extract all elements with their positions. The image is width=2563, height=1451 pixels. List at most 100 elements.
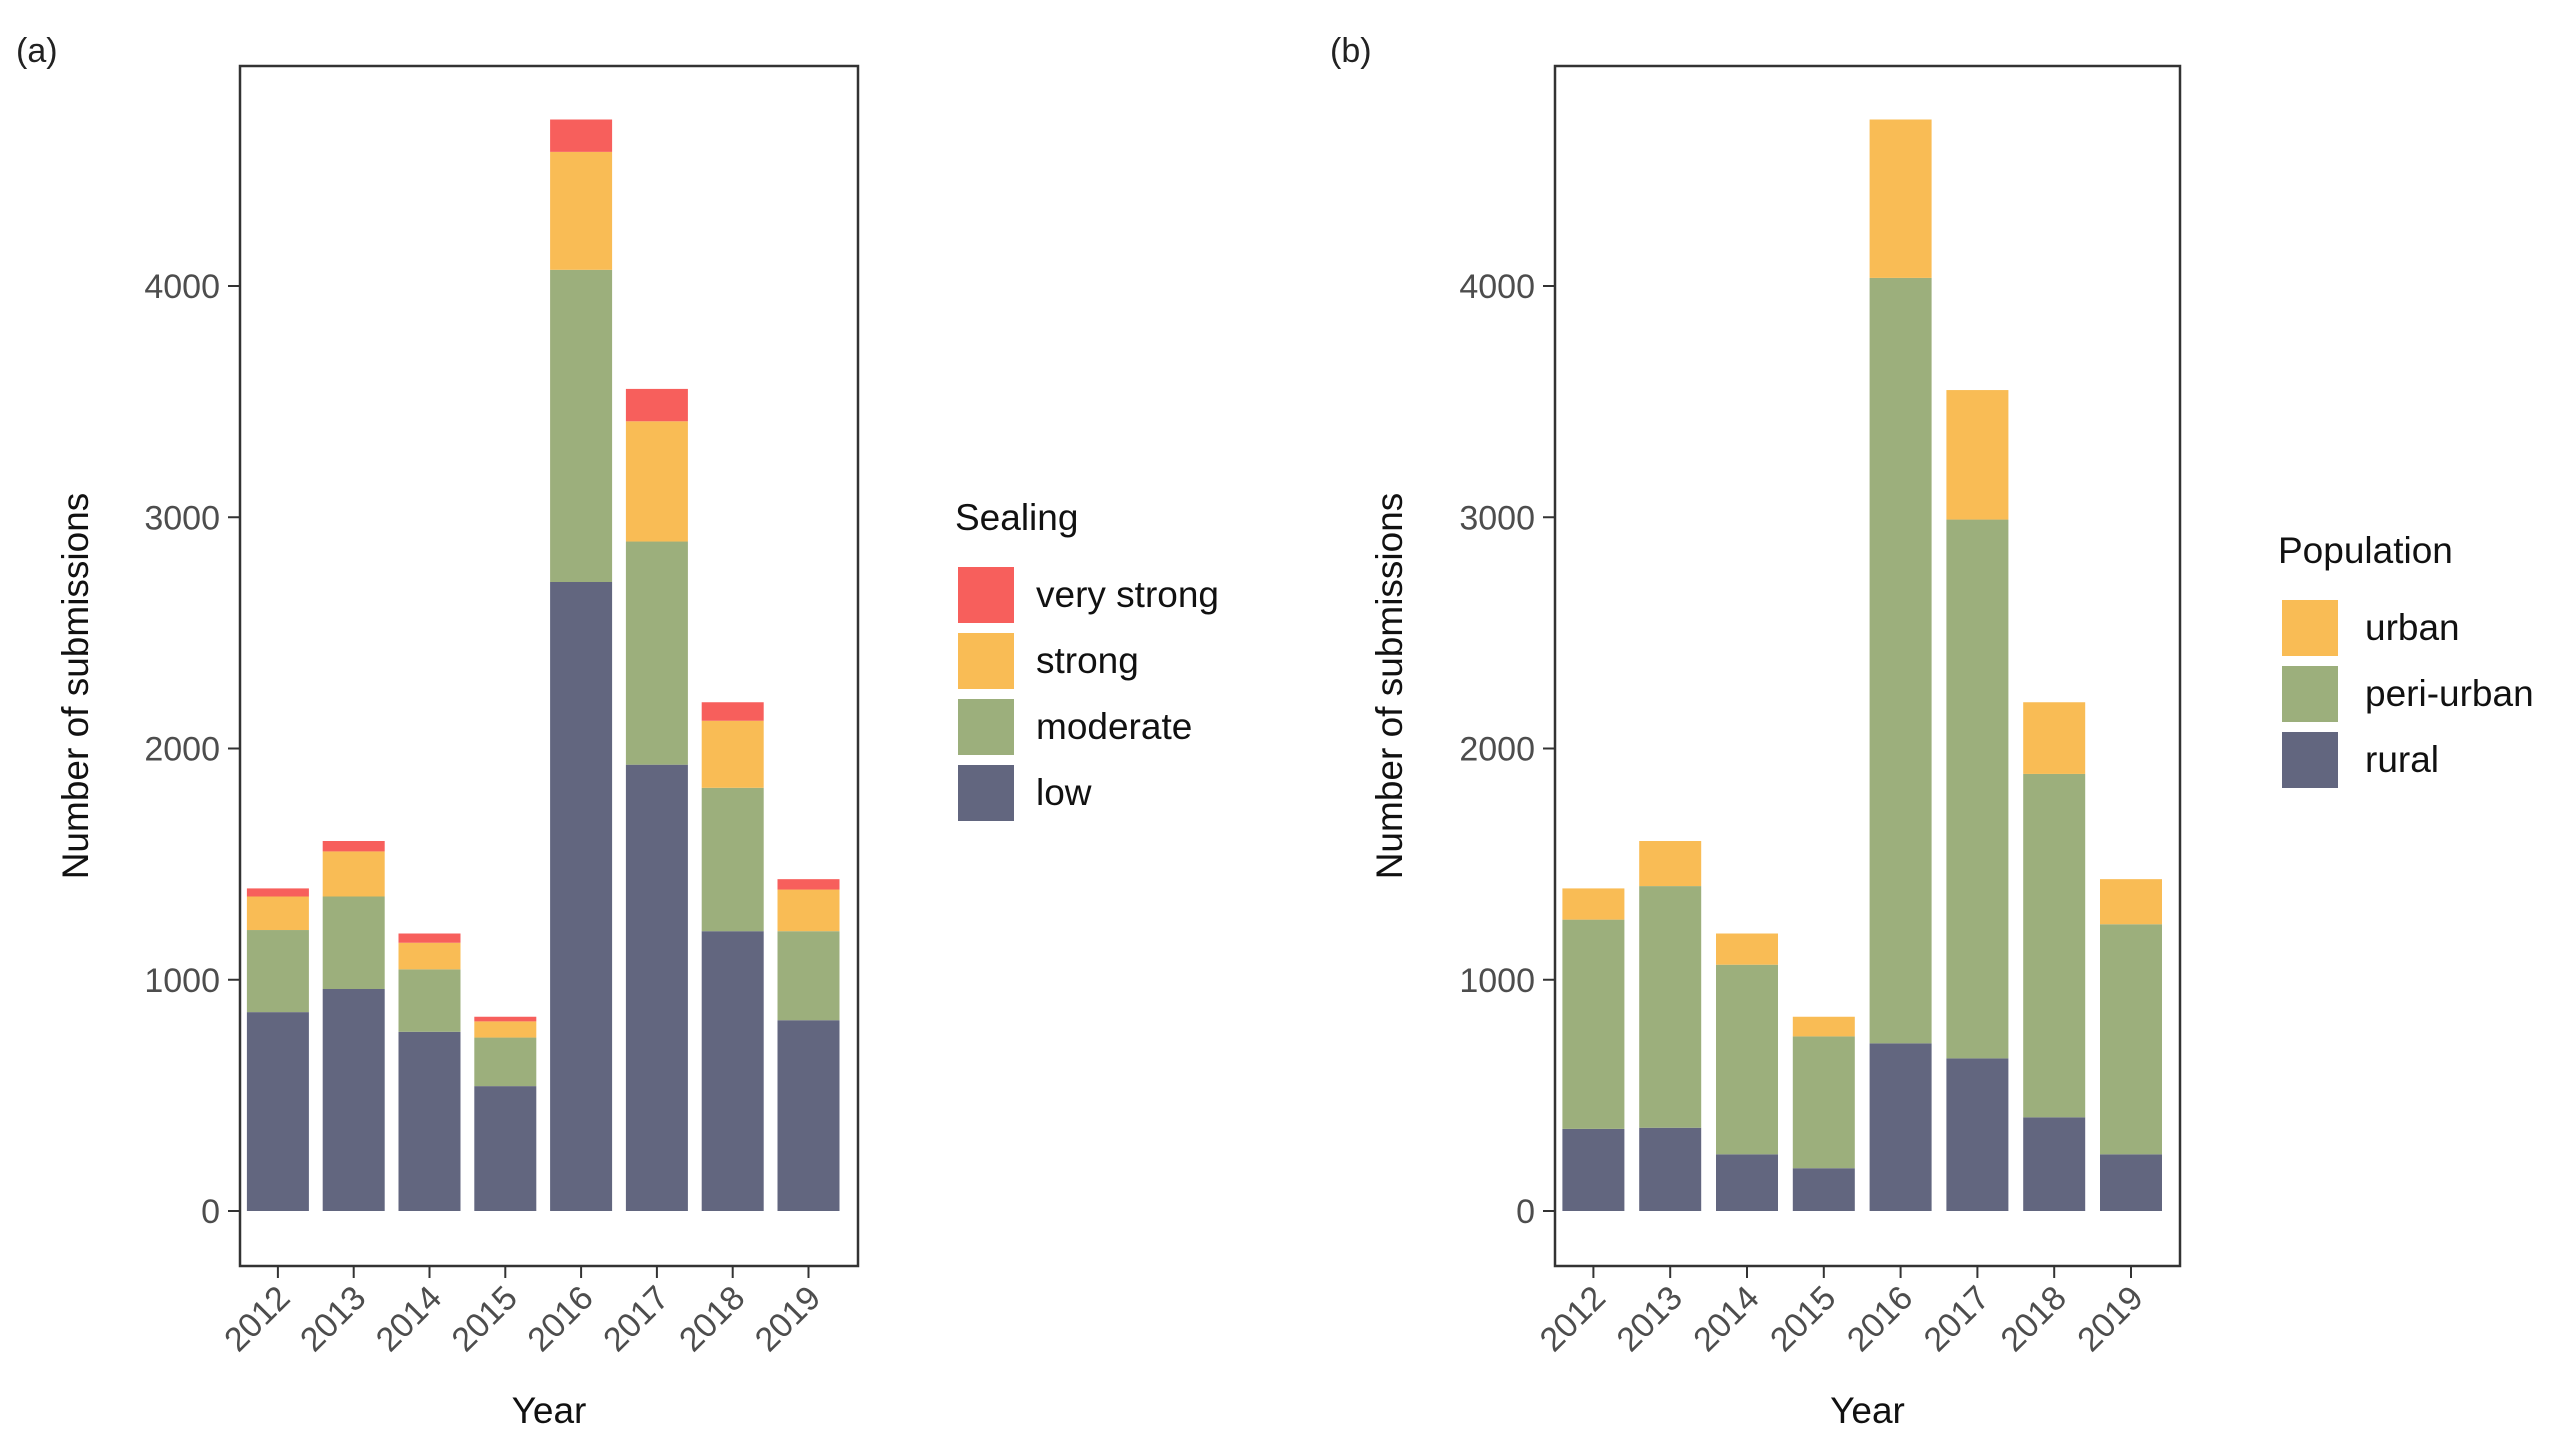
panel-label: (a): [16, 32, 58, 70]
x-tick-label: 2015: [445, 1279, 525, 1359]
legend-key: [2282, 666, 2338, 722]
bar-segment: [1792, 1168, 1855, 1211]
bar-segment: [398, 969, 461, 1032]
bar-segment: [1946, 519, 2009, 1059]
legend-title: Population: [2278, 530, 2453, 571]
x-tick-label: 2019: [2070, 1279, 2150, 1359]
y-tick-label: 3000: [144, 499, 220, 537]
y-tick-label: 1000: [144, 962, 220, 1000]
legend-label: rural: [2365, 739, 2439, 780]
y-tick-label: 2000: [144, 731, 220, 769]
legend-label: peri-urban: [2365, 673, 2534, 714]
bar-segment: [701, 787, 764, 932]
x-tick-label: 2019: [748, 1279, 828, 1359]
bar-segment: [322, 851, 385, 897]
bar-segment: [398, 933, 461, 943]
bar-segment: [246, 896, 309, 931]
bar-segment: [1562, 919, 1625, 1129]
legend-label: urban: [2365, 607, 2460, 648]
y-axis-title: Number of submissions: [1369, 493, 1410, 880]
x-tick-label: 2018: [1994, 1279, 2074, 1359]
y-tick-label: 1000: [1459, 962, 1535, 1000]
bar-segment: [1869, 277, 1932, 1044]
x-tick-label: 2017: [1917, 1279, 1997, 1359]
bar-segment: [246, 888, 309, 897]
bar-segment: [1639, 886, 1702, 1128]
bar-segment: [2023, 773, 2086, 1118]
legend-label: very strong: [1036, 574, 1219, 615]
x-axis-title: Year: [1830, 1390, 1905, 1431]
bar-segment: [550, 151, 613, 270]
bar-segment: [474, 1086, 537, 1211]
bar-segment: [1716, 964, 1778, 1155]
bar-segment: [2023, 1117, 2086, 1211]
bar-segment: [2100, 879, 2162, 925]
bar-segment: [1946, 390, 2009, 520]
bar-segment: [1792, 1016, 1855, 1037]
bar-segment: [322, 989, 385, 1211]
y-tick-label: 4000: [144, 268, 220, 306]
bar-segment: [2023, 702, 2086, 774]
legend-title: Sealing: [955, 497, 1078, 538]
legend-label: strong: [1036, 640, 1139, 681]
y-tick-label: 3000: [1459, 499, 1535, 537]
x-tick-label: 2012: [1533, 1279, 1613, 1359]
legend-label: low: [1036, 772, 1092, 813]
bar-segment: [474, 1021, 537, 1038]
bar-segment: [550, 269, 613, 582]
bar-segment: [701, 720, 764, 788]
bar-segment: [777, 931, 840, 1021]
y-tick-label: 4000: [1459, 268, 1535, 306]
bar-segment: [246, 930, 309, 1013]
plot-border: [238, 64, 860, 1268]
legend-label: moderate: [1036, 706, 1192, 747]
bar-segment: [701, 702, 764, 721]
bar-segment: [1562, 888, 1625, 920]
bar-segment: [1792, 1036, 1855, 1169]
x-tick-label: 2017: [596, 1279, 676, 1359]
legend-key: [958, 567, 1014, 623]
bar-segment: [550, 582, 613, 1211]
legend-key: [958, 633, 1014, 689]
panel-label: (b): [1330, 32, 1372, 70]
bar-segment: [625, 388, 688, 422]
x-tick-label: 2013: [1610, 1279, 1690, 1359]
plot-border: [1553, 64, 2182, 1268]
x-tick-label: 2016: [520, 1279, 600, 1359]
legend-key: [2282, 732, 2338, 788]
x-tick-label: 2014: [1686, 1279, 1766, 1359]
bar-segment: [550, 119, 613, 152]
bar-segment: [398, 942, 461, 970]
bar-segment: [625, 764, 688, 1211]
y-tick-label: 0: [201, 1193, 220, 1231]
y-tick-label: 0: [1516, 1193, 1535, 1231]
bar-segment: [1869, 1043, 1932, 1211]
bar-segment: [474, 1016, 537, 1022]
bar-segment: [777, 1020, 840, 1211]
x-tick-label: 2018: [672, 1279, 752, 1359]
y-tick-label: 2000: [1459, 731, 1535, 769]
legend-key: [958, 699, 1014, 755]
x-axis-title: Year: [512, 1390, 587, 1431]
bar-segment: [1946, 1058, 2009, 1211]
bar-segment: [1716, 933, 1778, 965]
bar-segment: [1639, 841, 1702, 887]
bar-segment: [1562, 1128, 1625, 1211]
bar-segment: [322, 896, 385, 989]
bar-segment: [322, 841, 385, 852]
x-tick-label: 2015: [1763, 1279, 1843, 1359]
bar-segment: [398, 1031, 461, 1211]
bar-segment: [2100, 924, 2162, 1155]
x-tick-label: 2013: [293, 1279, 373, 1359]
bar-segment: [777, 889, 840, 932]
bar-segment: [701, 931, 764, 1211]
bar-segment: [777, 879, 840, 890]
bar-segment: [625, 421, 688, 542]
bar-segment: [1716, 1154, 1778, 1211]
bar-segment: [2100, 1154, 2162, 1211]
bar-segment: [1869, 119, 1932, 278]
bar-segment: [1639, 1127, 1702, 1211]
legend-key: [2282, 600, 2338, 656]
bar-segment: [625, 541, 688, 765]
